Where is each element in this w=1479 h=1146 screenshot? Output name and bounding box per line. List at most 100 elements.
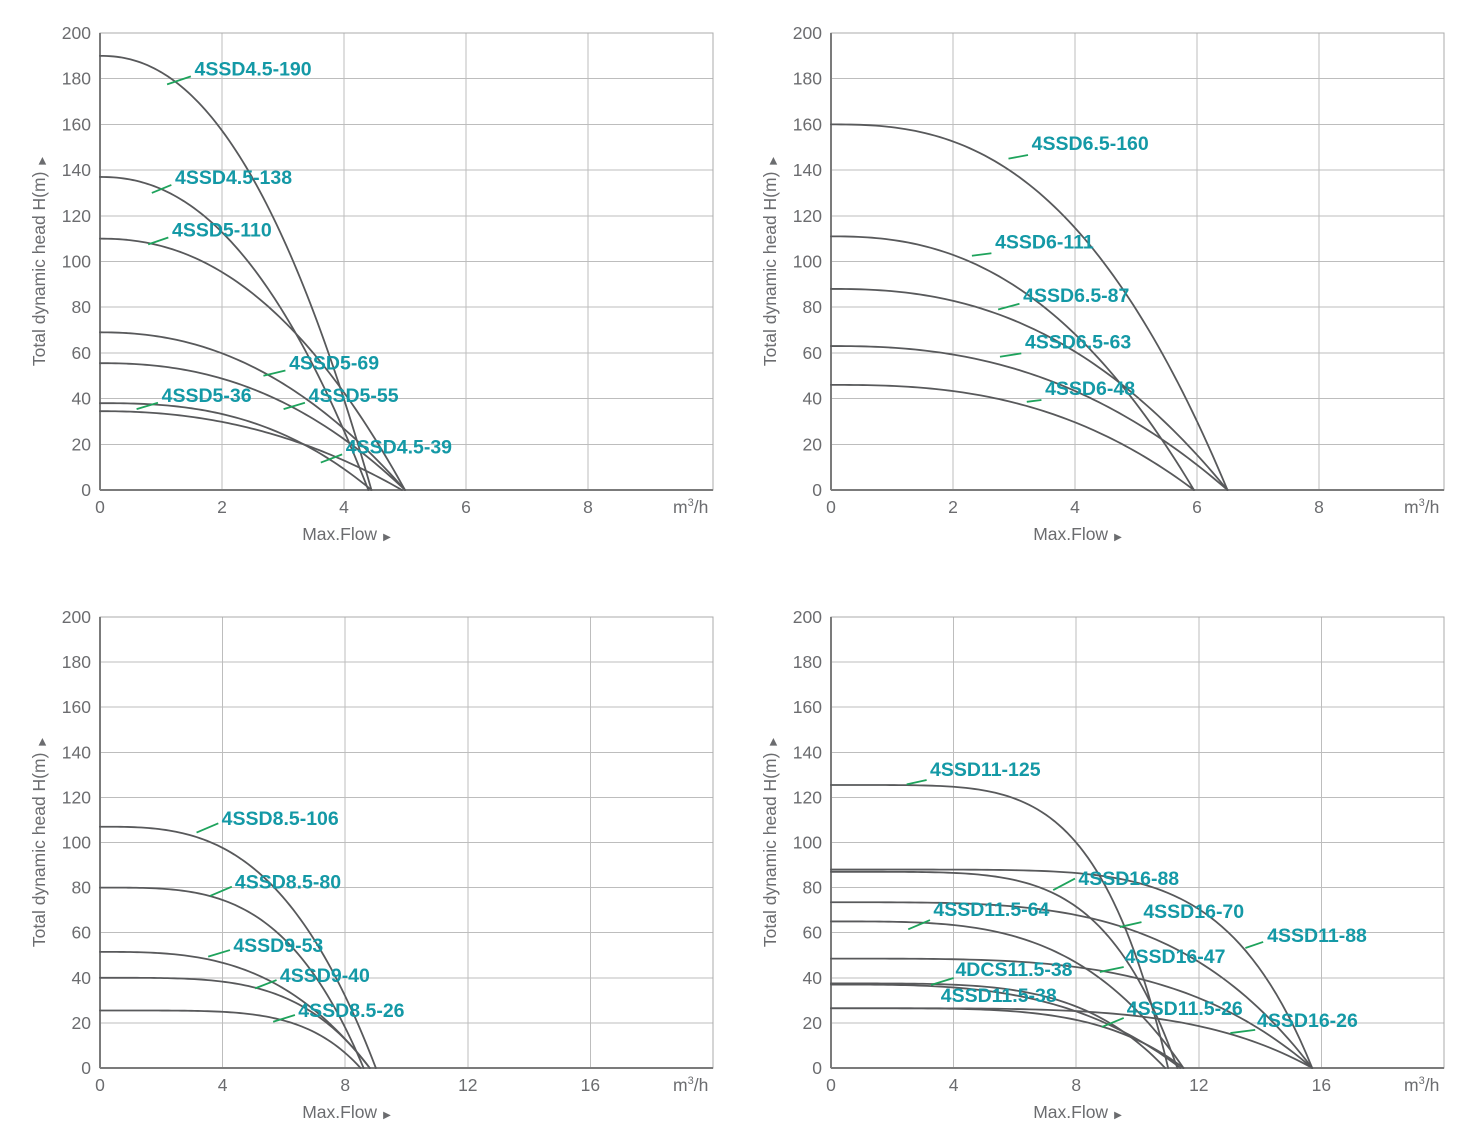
curve-label-4SSD11.5-38: 4SSD11.5-38 [941,985,1057,1007]
y-tick-label: 140 [62,742,91,762]
y-tick-label: 100 [62,252,91,272]
curve-label-4SSD6.5-160: 4SSD6.5-160 [1032,133,1149,155]
y-tick-label: 20 [803,434,823,454]
y-tick-label: 160 [62,697,91,717]
label-leader-line [1230,1028,1256,1034]
label-leader-line [907,919,931,931]
y-tick-label: 80 [803,297,823,317]
curve-4SSD6.5-63 [830,345,1229,491]
y-tick-label: 40 [803,389,823,409]
label-leader-line [151,184,172,194]
x-tick-label: 6 [461,497,471,517]
x-tick-label: 0 [95,497,105,517]
y-tick-label: 40 [72,389,92,409]
y-tick-label: 40 [72,968,92,988]
y-tick-label: 120 [62,206,91,226]
y-tick-label: 100 [793,252,822,272]
label-leader-line [254,979,277,990]
y-tick-label: 20 [72,1013,92,1033]
label-leader-line [1101,1017,1125,1028]
curve-label-4SSD4.5-190: 4SSD4.5-190 [195,59,312,81]
y-tick-label: 160 [62,114,91,134]
x-unit-label: m3/h [673,497,708,517]
y-tick-label: 180 [793,652,822,672]
curve-label-4SSD6-111: 4SSD6-111 [995,232,1094,254]
y-tick-label: 180 [793,69,822,89]
x-tick-label: 4 [1070,497,1080,517]
label-leader-line [196,822,219,834]
x-tick-label: 2 [217,497,227,517]
curve-4DCS11.5-38 [830,982,1166,1069]
y-tick-label: 60 [803,343,823,363]
curve-4SSD9-53 [99,950,371,1069]
curve-label-4SSD8.5-106: 4SSD8.5-106 [222,808,339,830]
curve-label-4SSD5-36: 4SSD5-36 [162,385,252,407]
x-tick-label: 0 [826,1075,836,1095]
chart-panel-bottom-right: 4SSD11-125 4SSD16-88 4SSD11-88 4SSD16-70 4SS… [739,560,1479,1146]
curve-4SSD4.5-190 [99,54,373,491]
curve-label-4SSD11.5-26: 4SSD11.5-26 [1127,998,1243,1020]
curve-4SSD16-47 [830,957,1314,1069]
y-tick-label: 20 [803,1013,823,1033]
curve-label-4SSD8.5-26: 4SSD8.5-26 [298,1000,404,1022]
curve-4SSD6-111 [830,235,1195,491]
label-leader-line [1099,966,1124,973]
label-leader-line [207,949,231,958]
curve-4SSD11-88 [830,870,1179,1069]
y-tick-label: 0 [81,1058,91,1078]
x-unit-label: m3/h [1404,497,1439,517]
y-tick-label: 120 [793,206,822,226]
x-tick-label: 6 [1192,497,1202,517]
x-tick-label: 8 [340,1075,350,1095]
y-tick-label: 200 [793,607,822,627]
y-tick-label: 80 [803,878,823,898]
y-tick-label: 140 [793,160,822,180]
label-leader-line [209,885,233,897]
curve-label-4SSD4.5-39: 4SSD4.5-39 [346,436,452,458]
y-tick-label: 20 [72,434,92,454]
grid-lines [100,617,713,1068]
y-tick-label: 100 [62,833,91,853]
curve-label-4SSD6.5-87: 4SSD6.5-87 [1023,285,1129,307]
curve-label-4DCS11.5-38: 4DCS11.5-38 [955,959,1072,981]
y-tick-label: 140 [62,160,91,180]
label-leader-line [997,302,1020,311]
label-leader-line [283,401,306,410]
x-tick-label: 2 [948,497,958,517]
y-tick-label: 160 [793,114,822,134]
label-leader-line [320,453,343,464]
y-tick-label: 100 [793,833,822,853]
label-leader-line [971,252,992,257]
y-tick-label: 180 [62,652,91,672]
y-tick-label: 80 [72,297,92,317]
grid-lines [831,33,1444,490]
label-leader-line [136,401,159,410]
x-tick-label: 8 [1314,497,1324,517]
curve-4SSD16-88 [830,868,1314,1069]
y-tick-label: 60 [72,923,92,943]
pump-curve-chart-top-left: 4SSD4.5-190 4SSD4.5-138 4SSD5-110 4SSD5-69 4… [29,23,714,544]
x-tick-label: 12 [458,1075,477,1095]
y-tick-label: 0 [81,480,91,500]
curve-label-4SSD11-88: 4SSD11-88 [1267,925,1367,947]
curve-label-4SSD5-110: 4SSD5-110 [172,220,272,242]
y-tick-label: 60 [72,343,92,363]
chart-panel-top-left: 4SSD4.5-190 4SSD4.5-138 4SSD5-110 4SSD5-69 4… [0,0,739,560]
label-leader-line [263,369,286,377]
label-leader-line [272,1014,296,1023]
label-leader-line [147,236,169,246]
x-tick-label: 12 [1189,1075,1208,1095]
curve-4SSD9-40 [99,976,371,1069]
x-tick-label: 4 [218,1075,228,1095]
y-tick-label: 120 [793,787,822,807]
curve-label-4SSD5-55: 4SSD5-55 [309,385,399,407]
curve-4SSD6-48 [830,383,1195,491]
x-tick-label: 8 [583,497,593,517]
y-tick-label: 180 [62,69,91,89]
curve-4SSD11.5-64 [830,920,1185,1069]
x-tick-label: 8 [1071,1075,1081,1095]
curve-4SSD8.5-106 [99,825,377,1069]
curve-4SSD16-70 [830,901,1314,1069]
curve-label-4SSD16-70: 4SSD16-70 [1143,901,1244,923]
